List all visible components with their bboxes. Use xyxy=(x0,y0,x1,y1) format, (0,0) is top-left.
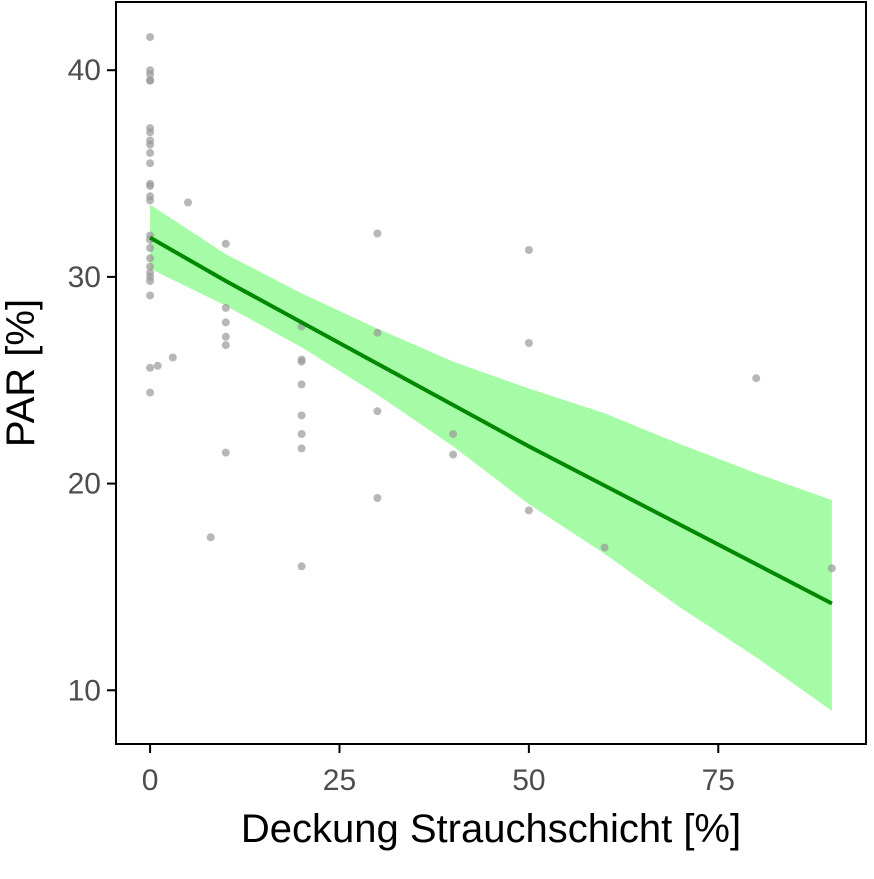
y-tick-label: 30 xyxy=(68,261,101,294)
data-point xyxy=(146,128,155,137)
data-points-layer xyxy=(146,33,836,573)
data-point xyxy=(297,562,306,571)
x-tick-label: 0 xyxy=(142,764,159,797)
fit-line-layer xyxy=(149,235,833,606)
data-point xyxy=(146,244,155,252)
data-point xyxy=(146,33,155,42)
data-point xyxy=(524,339,533,347)
data-point xyxy=(221,239,230,248)
data-point xyxy=(146,196,155,205)
data-point xyxy=(600,543,609,552)
data-point xyxy=(297,380,306,389)
x-tick-label: 75 xyxy=(702,764,735,797)
data-point xyxy=(221,332,230,341)
data-point xyxy=(146,159,155,168)
data-point xyxy=(373,229,382,238)
data-point xyxy=(146,363,155,372)
data-point xyxy=(752,374,761,383)
data-point xyxy=(153,361,162,370)
data-point xyxy=(221,341,230,350)
data-point xyxy=(206,533,215,542)
y-axis-ticks: 10 20 30 40 xyxy=(68,54,116,707)
data-point xyxy=(524,246,533,254)
fit-line xyxy=(149,235,833,606)
data-point xyxy=(146,388,155,397)
data-point xyxy=(373,407,382,416)
x-axis-title: Deckung Strauchschicht [%] xyxy=(241,807,741,851)
y-tick-label: 20 xyxy=(68,468,101,501)
data-point xyxy=(297,357,306,366)
data-point xyxy=(297,411,306,420)
x-tick-label: 25 xyxy=(323,764,356,797)
data-point xyxy=(146,140,155,149)
data-point xyxy=(221,303,230,312)
x-axis-ticks: 0 25 50 75 xyxy=(142,744,735,797)
confidence-band xyxy=(150,204,832,711)
data-point xyxy=(146,262,155,271)
data-point xyxy=(146,254,155,263)
data-point xyxy=(168,353,177,362)
data-point xyxy=(449,450,458,459)
data-point xyxy=(146,76,155,85)
data-point xyxy=(184,198,192,207)
data-point xyxy=(146,277,155,285)
data-point xyxy=(146,291,155,300)
data-point xyxy=(221,448,230,457)
data-point xyxy=(827,564,836,573)
data-point xyxy=(297,430,306,438)
plot-panel-border xyxy=(115,1,867,745)
data-point xyxy=(146,70,155,79)
data-point xyxy=(146,181,155,190)
confidence-band-layer xyxy=(150,204,832,711)
x-tick-label: 50 xyxy=(512,764,545,797)
data-point xyxy=(221,318,230,327)
y-tick-label: 40 xyxy=(68,54,101,87)
y-axis-title: PAR [%] xyxy=(0,299,43,447)
data-point xyxy=(146,148,155,157)
data-point xyxy=(373,328,382,337)
data-point xyxy=(373,494,382,502)
data-point xyxy=(297,444,306,453)
data-point xyxy=(524,506,533,515)
y-tick-label: 10 xyxy=(68,674,101,707)
data-point xyxy=(449,430,458,438)
